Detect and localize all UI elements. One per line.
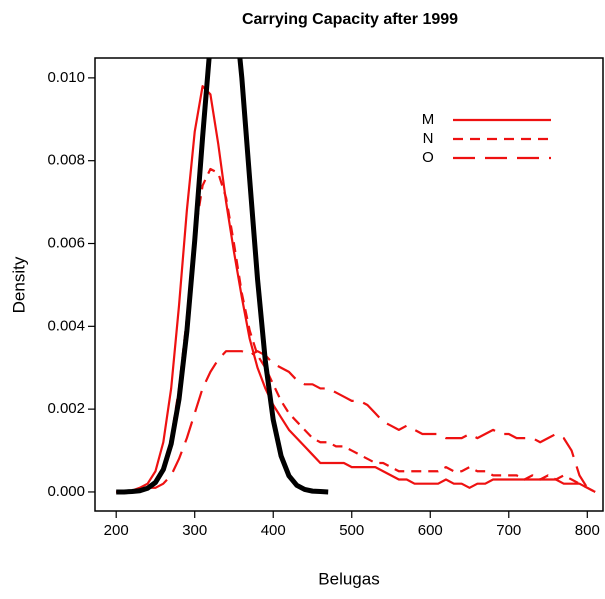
y-tick-label: 0.002 (47, 400, 85, 417)
x-tick-label: 800 (575, 522, 600, 539)
x-tick-label: 600 (418, 522, 443, 539)
y-tick-label: 0.000 (47, 483, 85, 500)
y-tick-label: 0.010 (47, 69, 85, 86)
x-tick-label: 200 (104, 522, 129, 539)
y-tick-label: 0.006 (47, 234, 85, 251)
y-tick-label: 0.008 (47, 152, 85, 169)
x-tick-label: 400 (261, 522, 286, 539)
legend-label: O (422, 149, 434, 166)
x-tick-label: 500 (339, 522, 364, 539)
series-line (116, 167, 596, 494)
x-axis-label: Belugas (318, 569, 379, 588)
plot-frame (94, 57, 604, 512)
series-line (116, 350, 596, 494)
y-axis-label: Density (9, 256, 28, 313)
chart-title: Carrying Capacity after 1999 (242, 11, 458, 28)
x-tick-label: 300 (182, 522, 207, 539)
legend-label: M (422, 111, 435, 128)
series-line (116, 85, 596, 494)
x-tick-label: 700 (496, 522, 521, 539)
legend-label: N (423, 130, 434, 147)
series-line (116, 58, 329, 495)
y-tick-label: 0.004 (47, 317, 85, 334)
